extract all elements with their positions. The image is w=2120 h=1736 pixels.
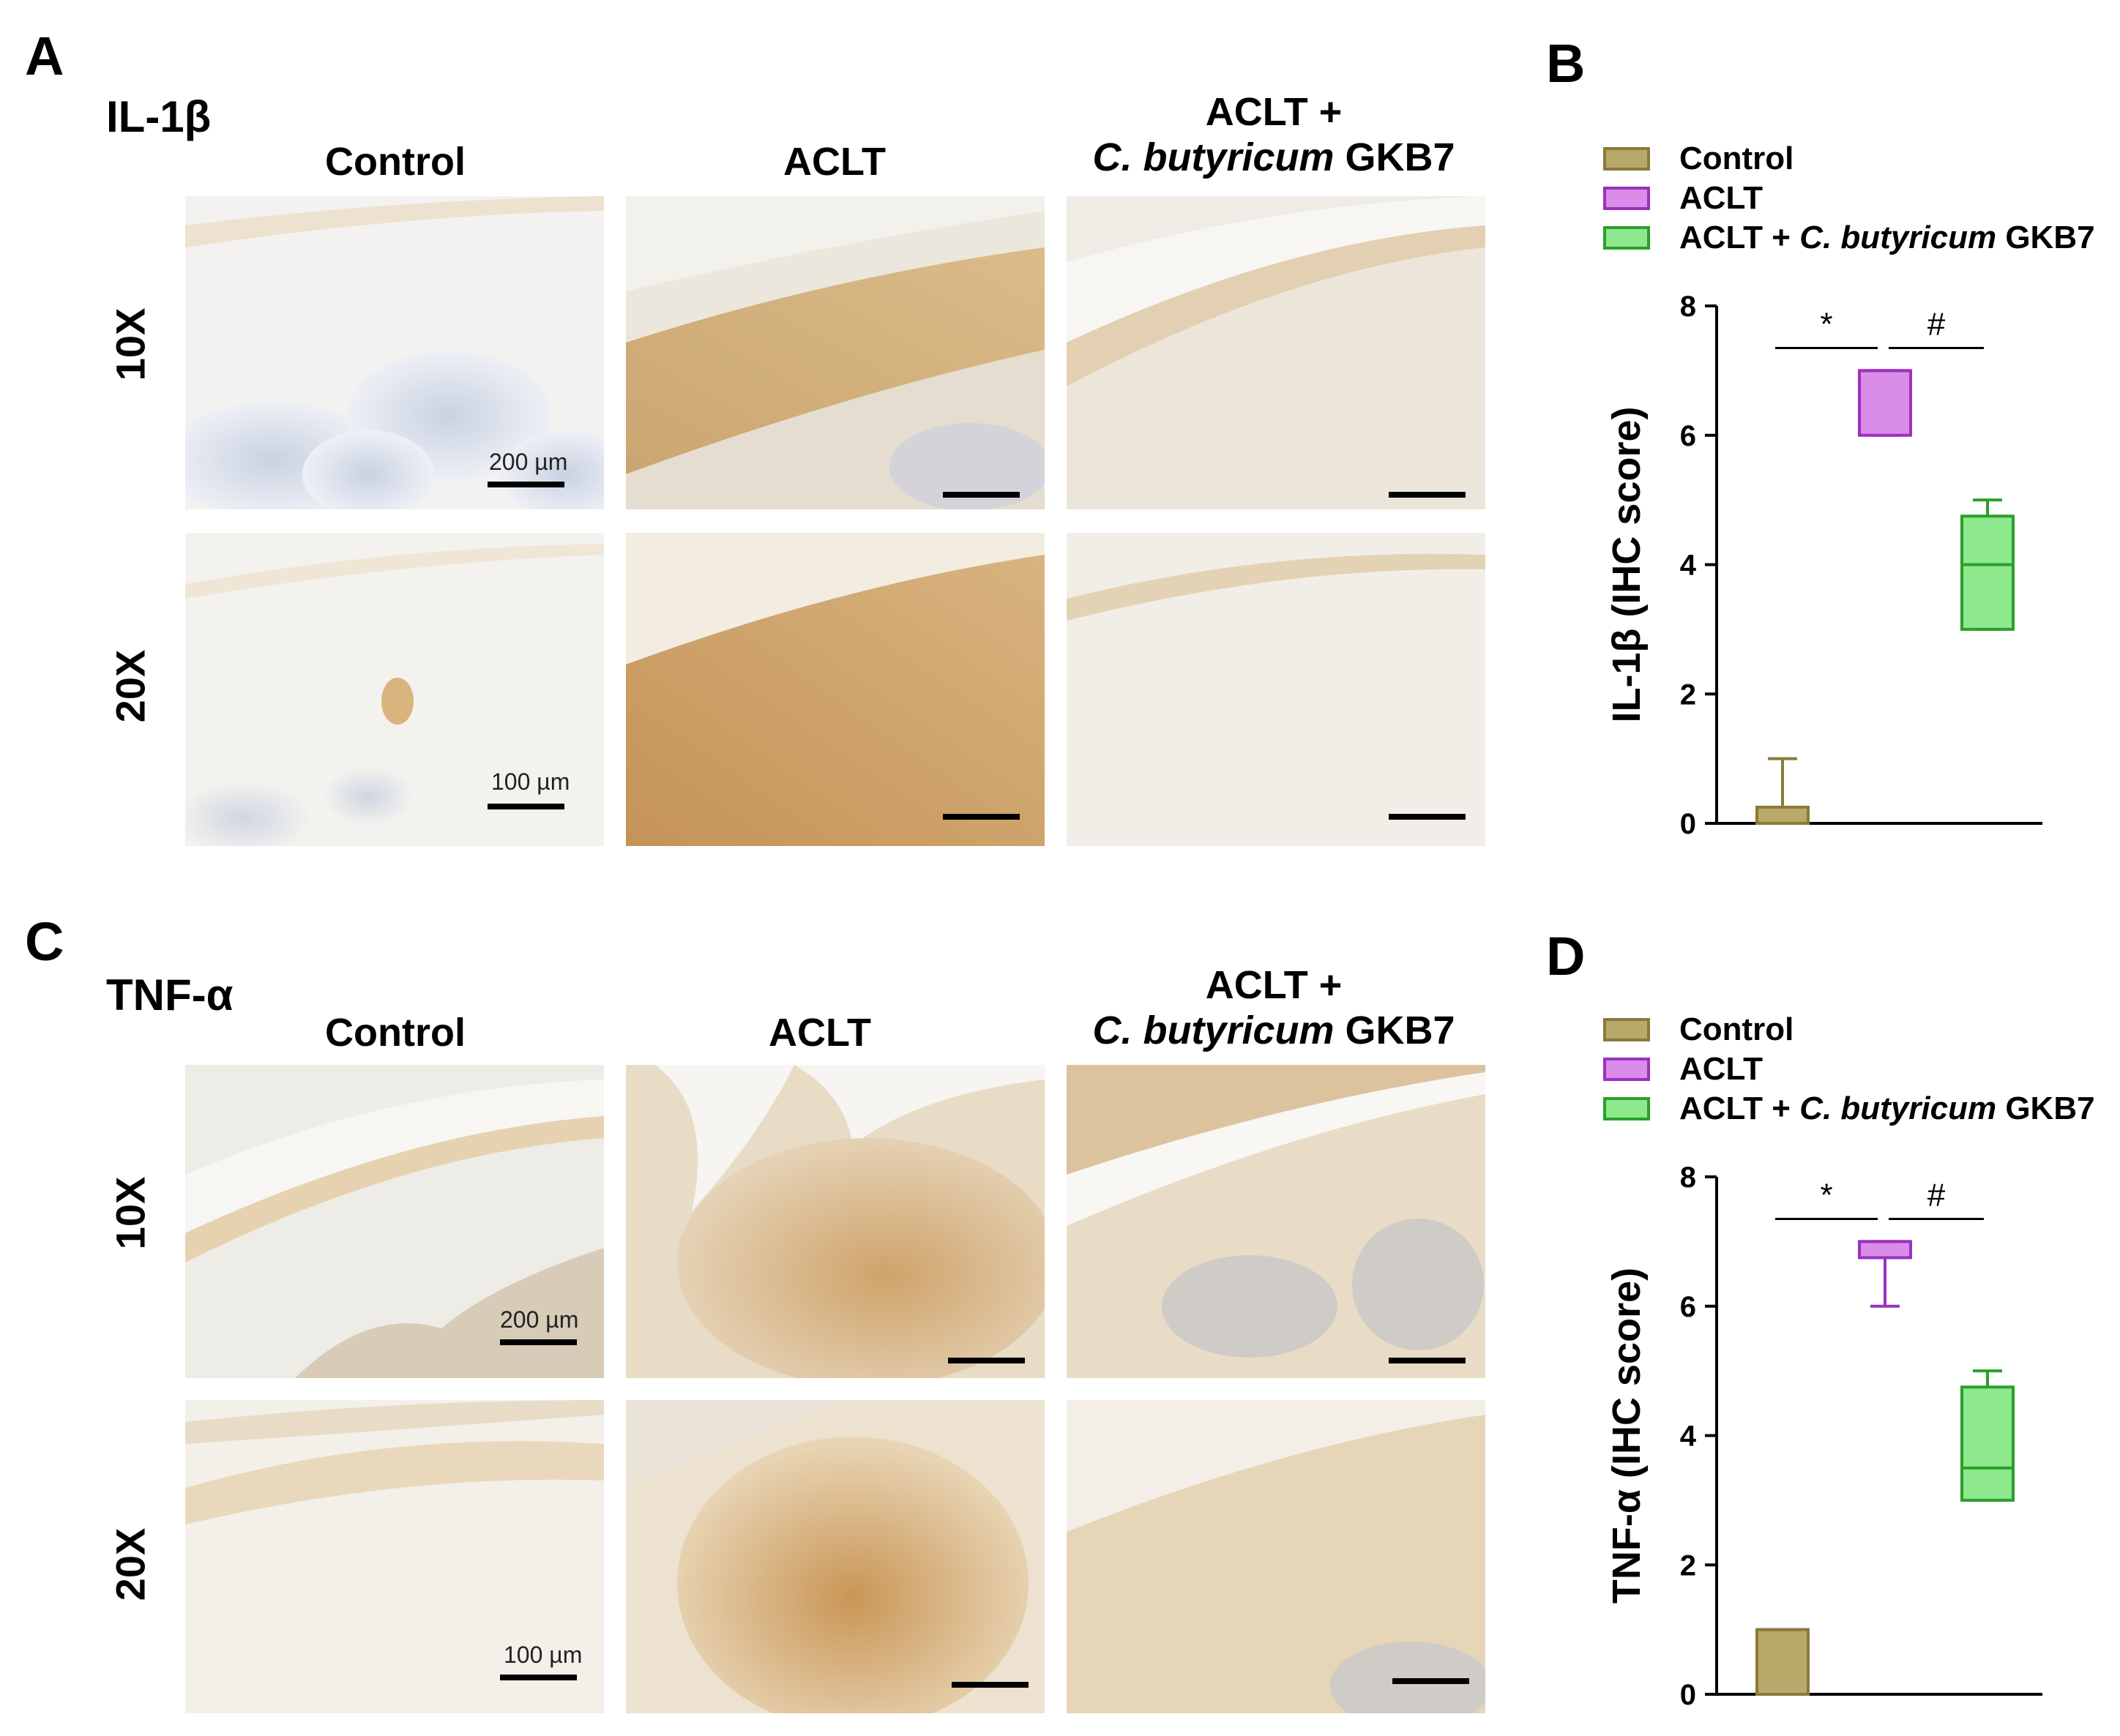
legend-swatch-aclt-gkb7 — [1603, 226, 1650, 250]
micrograph-tnfa-aclt-20x — [626, 1400, 1045, 1713]
legend-b: Control ACLT ACLT + C. butyricum GKB7 — [1603, 139, 2095, 258]
column-label-strain: GKB7 — [1345, 1009, 1455, 1053]
box-1 — [1858, 369, 1912, 437]
micrograph-il1b-gkb7-20x — [1067, 533, 1485, 846]
micrograph-tnfa-aclt-10x — [626, 1065, 1045, 1378]
box-0 — [1755, 1628, 1810, 1696]
box-1 — [1858, 1240, 1912, 1260]
micrograph-il1b-aclt-10x — [626, 196, 1045, 509]
y-tick-label: 6 — [1680, 1291, 1696, 1323]
y-axis-label: TNF-α (IHC score) — [1605, 1268, 1649, 1604]
column-label-line1: ACLT + — [1205, 90, 1343, 134]
legend-swatch-aclt-gkb7 — [1603, 1097, 1650, 1120]
marker-label-tnfa: TNF-α — [106, 970, 234, 1019]
scale-bar — [1389, 814, 1466, 820]
legend-label-control: Control — [1679, 1011, 1794, 1047]
column-label-control: Control — [325, 140, 466, 184]
legend-label-aclt: ACLT — [1679, 1051, 1763, 1087]
micrograph-il1b-control-10x: 200 µm — [185, 196, 604, 509]
row-label-10x: 10X — [107, 307, 154, 381]
legend-item-aclt: ACLT — [1603, 179, 2095, 218]
legend-label-aclt-gkb7: ACLT + — [1679, 220, 1800, 255]
column-label-line1: ACLT + — [1205, 963, 1343, 1007]
column-label-aclt: ACLT — [783, 140, 886, 184]
column-label-strain: GKB7 — [1345, 135, 1455, 180]
scale-bar — [943, 492, 1020, 498]
box-2 — [1960, 515, 2015, 631]
panel-letter-a: A — [25, 26, 64, 86]
row-label-20x: 20X — [107, 1527, 154, 1601]
chart-b: 0 2 4 6 8 IL-1β (IHC score) * # — [1596, 271, 2064, 849]
scale-bar — [1389, 1358, 1466, 1363]
y-axis-label: IL-1β (IHC score) — [1605, 406, 1649, 722]
column-label-species: C. butyricum — [1092, 135, 1335, 180]
chart-d: 0 2 4 6 8 TNF-α (IHC score) * # — [1596, 1142, 2064, 1720]
legend-label-aclt: ACLT — [1679, 180, 1763, 216]
scale-bar — [943, 814, 1020, 820]
scale-bar — [1389, 492, 1466, 498]
scale-bar-label: 200 µm — [500, 1306, 579, 1333]
legend-d: Control ACLT ACLT + C. butyricum GKB7 — [1603, 1010, 2095, 1129]
y-tick-label: 4 — [1680, 1421, 1697, 1453]
scale-bar — [488, 482, 564, 487]
significance-symbol: * — [1820, 1177, 1832, 1213]
scale-bar — [500, 1675, 577, 1680]
column-label-aclt-gkb7: ACLT + C. butyricum GKB7 — [1054, 962, 1493, 1053]
micrograph-tnfa-gkb7-20x — [1067, 1400, 1485, 1713]
y-tick-label: 8 — [1680, 291, 1696, 323]
legend-label-strain: GKB7 — [1996, 220, 2095, 255]
scale-bar-label: 200 µm — [489, 449, 568, 475]
legend-label-control: Control — [1679, 141, 1794, 176]
significance-symbol: # — [1927, 1177, 1946, 1213]
legend-item-aclt-gkb7: ACLT + C. butyricum GKB7 — [1603, 218, 2095, 258]
micrograph-il1b-control-20x: 100 µm — [185, 533, 604, 846]
micrograph-tnfa-control-20x: 100 µm — [185, 1400, 604, 1713]
y-tick-label: 0 — [1680, 1679, 1696, 1711]
scale-bar-label: 100 µm — [504, 1642, 583, 1668]
column-label-control: Control — [325, 1011, 466, 1055]
legend-swatch-aclt — [1603, 1058, 1650, 1081]
column-label-aclt-gkb7: ACLT + C. butyricum GKB7 — [1054, 89, 1493, 180]
column-label-aclt: ACLT — [769, 1011, 871, 1055]
y-tick-label: 4 — [1680, 550, 1697, 582]
panel-letter-d: D — [1546, 926, 1586, 987]
y-tick-label: 6 — [1680, 420, 1696, 452]
scale-bar — [952, 1682, 1029, 1688]
legend-item-control: Control — [1603, 139, 2095, 179]
y-tick-label: 2 — [1680, 1549, 1696, 1582]
micrograph-tnfa-control-10x: 200 µm — [185, 1065, 604, 1378]
scale-bar — [948, 1358, 1025, 1363]
legend-item-aclt-gkb7: ACLT + C. butyricum GKB7 — [1603, 1089, 2095, 1129]
box-2 — [1960, 1385, 2015, 1502]
legend-item-control: Control — [1603, 1010, 2095, 1050]
marker-label-il1b: IL-1β — [106, 92, 212, 141]
box-0 — [1755, 805, 1810, 825]
significance-symbol: * — [1820, 306, 1832, 342]
scale-bar — [488, 804, 564, 809]
legend-swatch-control — [1603, 147, 1650, 171]
panel-letter-b: B — [1546, 33, 1586, 94]
micrograph-il1b-gkb7-10x — [1067, 196, 1485, 509]
legend-item-aclt: ACLT — [1603, 1050, 2095, 1089]
micrograph-tnfa-gkb7-10x — [1067, 1065, 1485, 1378]
legend-swatch-control — [1603, 1018, 1650, 1041]
scale-bar — [500, 1339, 577, 1345]
y-tick-label: 8 — [1680, 1161, 1696, 1194]
y-tick-label: 2 — [1680, 678, 1696, 711]
legend-label-species: C. butyricum — [1799, 1090, 1997, 1126]
legend-swatch-aclt — [1603, 187, 1650, 210]
legend-label-strain: GKB7 — [1996, 1090, 2095, 1126]
legend-label-aclt-gkb7: ACLT + — [1679, 1090, 1800, 1126]
panel-letter-c: C — [25, 911, 64, 972]
y-tick-label: 0 — [1680, 808, 1696, 840]
column-label-species: C. butyricum — [1092, 1009, 1335, 1053]
significance-symbol: # — [1927, 306, 1946, 342]
micrograph-il1b-aclt-20x — [626, 533, 1045, 846]
scale-bar-label: 100 µm — [491, 768, 570, 795]
row-label-20x: 20X — [107, 649, 154, 723]
legend-label-species: C. butyricum — [1799, 220, 1997, 255]
scale-bar — [1392, 1678, 1469, 1684]
row-label-10x: 10X — [107, 1176, 154, 1250]
